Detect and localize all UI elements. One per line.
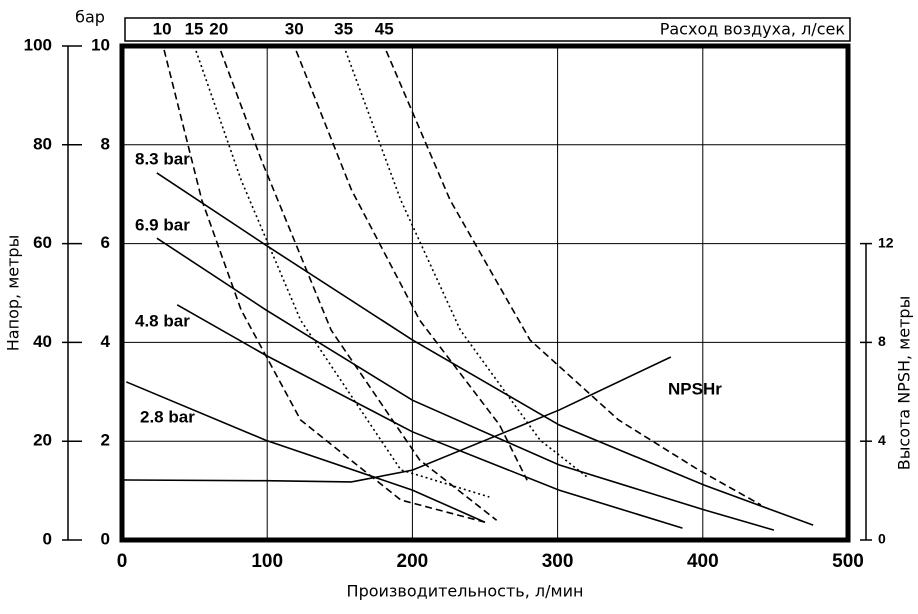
bar-axis-title: бар	[75, 8, 105, 27]
curve	[385, 50, 762, 506]
plot-frame	[119, 43, 851, 543]
x-tick-label: 200	[397, 551, 429, 572]
curve-label: 6.9 bar	[135, 215, 190, 234]
curve	[156, 172, 814, 526]
bar-tick-label: 10	[91, 35, 110, 54]
curve	[121, 356, 672, 483]
air-label: 45	[375, 19, 394, 38]
bar-tick-label: 0	[101, 529, 110, 548]
y-tick-label: 100	[24, 35, 52, 54]
curve-label: 8.3 bar	[135, 149, 190, 168]
curve-label: 2.8 bar	[140, 407, 195, 426]
curve	[344, 50, 589, 479]
air-label: 15	[185, 19, 204, 38]
y-axis-title: Напор, метры	[4, 235, 23, 351]
top-band	[124, 17, 851, 42]
x-tick-label: 500	[832, 551, 864, 572]
air-label: 30	[285, 19, 304, 38]
air-label: 20	[209, 19, 228, 38]
y2-tick-label: 0	[878, 531, 886, 547]
y2-tick-label: 12	[878, 234, 894, 250]
y-tick-label: 40	[33, 332, 52, 351]
bar-tick-label: 4	[101, 332, 111, 351]
y-tick-label: 60	[33, 233, 52, 252]
curve	[219, 50, 498, 521]
x-tick-label: 0	[117, 551, 128, 572]
y2-axis-title: Высота NPSH, метры	[895, 296, 914, 470]
curve	[163, 49, 486, 523]
y2-tick-label: 8	[878, 333, 886, 349]
air-label: 10	[153, 19, 172, 38]
x-tick-label: 300	[542, 551, 574, 572]
bar-tick-label: 8	[101, 134, 110, 153]
y-tick-label: 80	[33, 134, 52, 153]
y-tick-label: 20	[33, 431, 52, 450]
curve	[295, 50, 528, 481]
bar-tick-label: 6	[101, 233, 110, 252]
curve	[195, 50, 490, 498]
curve-label: NPSHr	[668, 379, 722, 398]
x-axis-title: Производительность, л/мин	[347, 582, 584, 601]
curve	[156, 237, 775, 531]
y2-tick-label: 4	[878, 432, 886, 448]
top-axis-title: Расход воздуха, л/сек	[660, 20, 846, 39]
x-tick-label: 100	[251, 551, 283, 572]
bar-tick-label: 2	[101, 431, 110, 450]
air-label: 35	[334, 19, 353, 38]
curve	[176, 304, 683, 529]
curve-label: 4.8 bar	[135, 311, 190, 330]
y-tick-label: 0	[43, 529, 52, 548]
curve	[126, 381, 486, 523]
x-tick-label: 400	[687, 551, 719, 572]
